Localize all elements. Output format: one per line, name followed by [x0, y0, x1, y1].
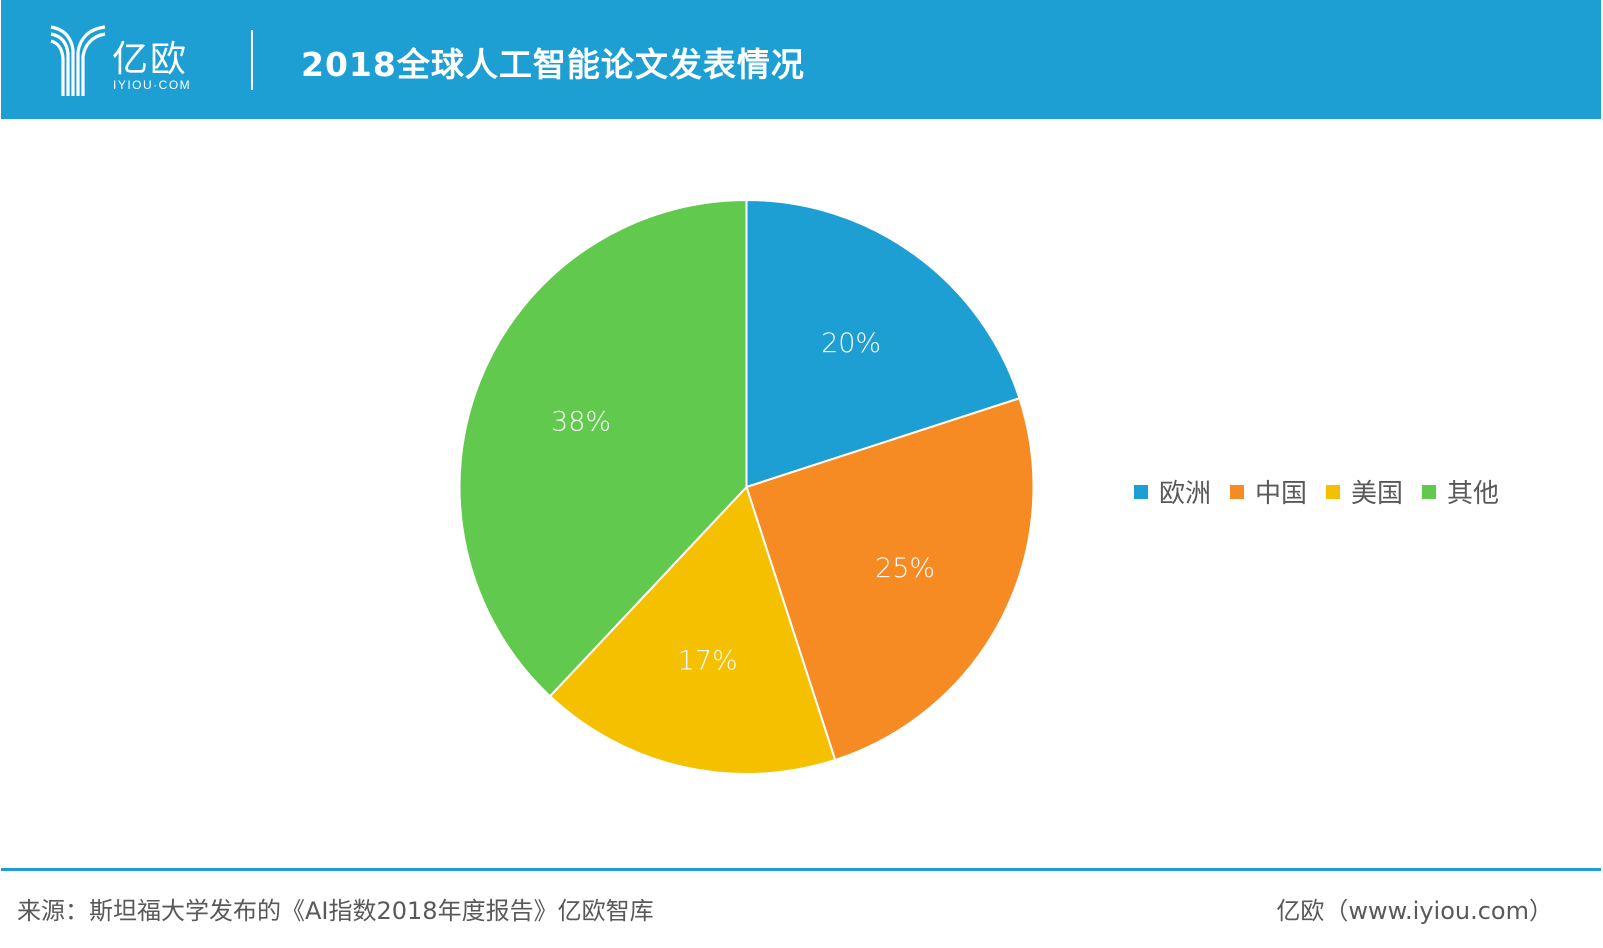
logo-subtext: IYIOU·COM [113, 78, 192, 92]
pie-slices [458, 198, 1035, 775]
legend-item-other: 其他 [1422, 473, 1499, 510]
pie-slice-europe [745, 198, 1021, 489]
pie-slice-usa [548, 485, 837, 775]
slice-label-other: 38% [551, 406, 611, 437]
legend-swatch-other [1422, 484, 1437, 499]
slice-label-china: 25% [875, 553, 935, 584]
header-divider [251, 30, 253, 90]
slice-label-europe: 20% [821, 328, 881, 359]
logo-text: 亿欧 [112, 39, 189, 80]
header-bar: 亿欧 IYIOU·COM 2018全球人工智能论文发表情况 [1, 0, 1601, 119]
legend-swatch-china [1230, 484, 1245, 499]
chart-title: 2018全球人工智能论文发表情况 [301, 45, 805, 84]
source-note: 来源：斯坦福大学发布的《AI指数2018年度报告》亿欧智库 [17, 897, 654, 925]
legend-label: 中国 [1255, 479, 1308, 509]
legend-label: 美国 [1351, 479, 1404, 509]
pie-labels: 20% 25% 17% 38% [551, 328, 935, 677]
legend-label: 其他 [1447, 479, 1500, 509]
chart-legend: 欧洲 中国 美国 其他 [1134, 473, 1518, 510]
slice-label-usa: 17% [678, 646, 738, 677]
footer-divider [1, 868, 1601, 871]
site-credit: 亿欧（www.iyiou.com） [1276, 897, 1553, 925]
iyiou-y-logo-icon [50, 25, 106, 96]
legend-item-europe: 欧洲 [1134, 473, 1211, 510]
legend-item-china: 中国 [1230, 473, 1307, 510]
legend-item-usa: 美国 [1326, 473, 1403, 510]
legend-swatch-europe [1134, 484, 1148, 499]
legend-label: 欧洲 [1159, 479, 1212, 509]
pie-slice-other [458, 198, 748, 698]
iyiou-logo: 亿欧 IYIOU·COM [49, 24, 209, 98]
pie-slice-china [745, 397, 1035, 762]
legend-swatch-usa [1326, 484, 1341, 499]
